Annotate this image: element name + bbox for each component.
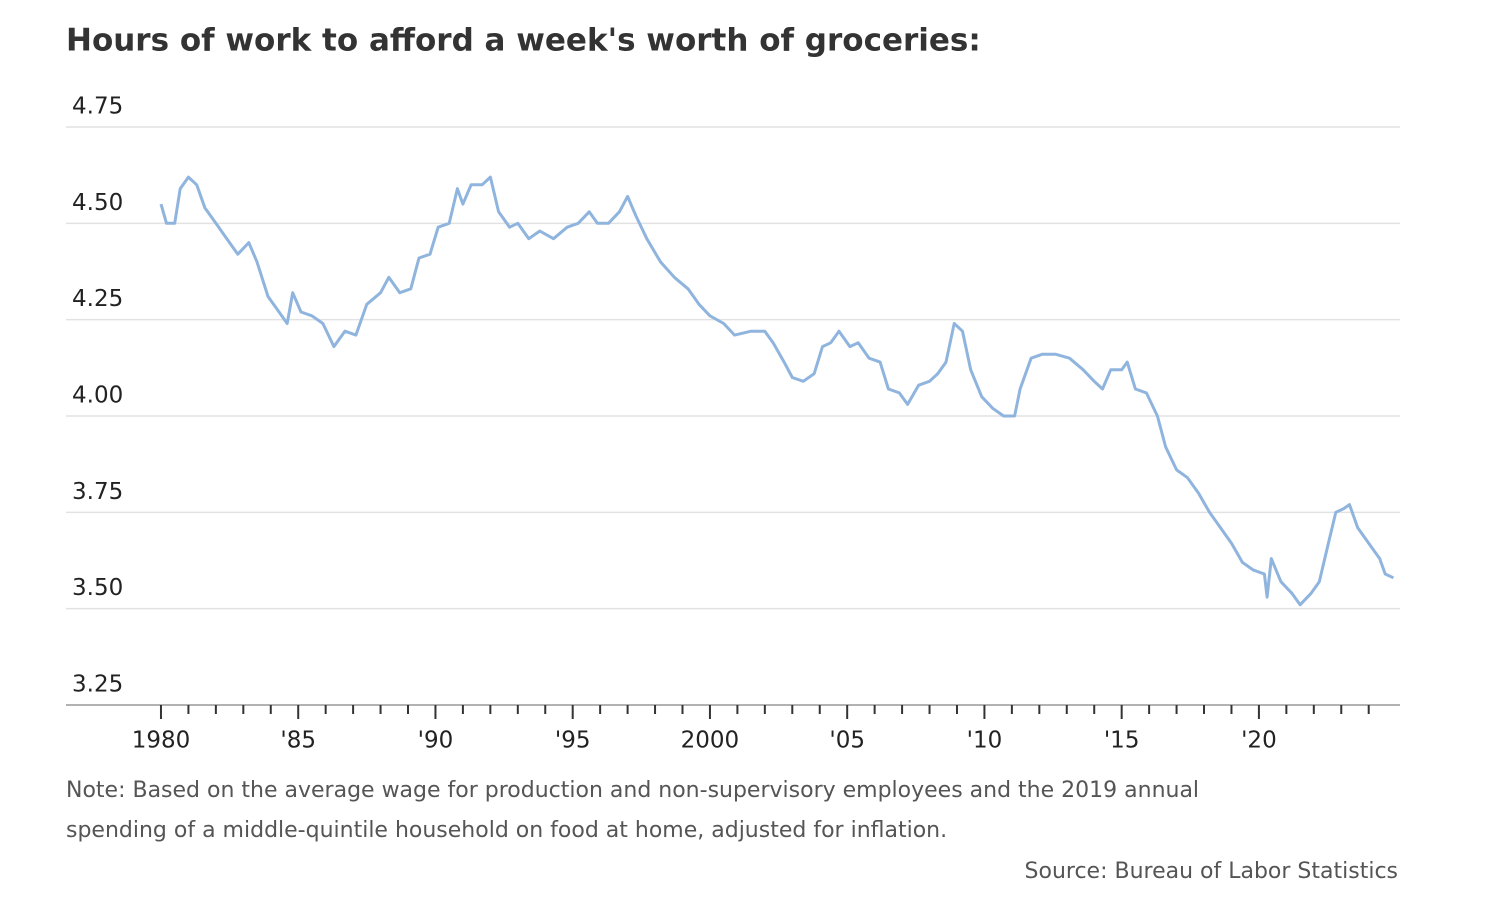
x-tick-label: '95 xyxy=(555,728,591,754)
x-tick-label: '90 xyxy=(418,728,454,754)
chart-title: Hours of work to afford a week's worth o… xyxy=(66,23,981,59)
line xyxy=(159,175,1395,607)
y-tick-label: 4.50 xyxy=(72,190,123,216)
y-tick-label: 3.25 xyxy=(72,672,123,698)
y-tick-label: 3.75 xyxy=(72,479,123,505)
x-tick-label: '10 xyxy=(967,728,1003,754)
y-tick-label: 3.50 xyxy=(72,575,123,601)
x-tick-label: 1980 xyxy=(132,728,191,754)
x-tick-label: 2000 xyxy=(681,728,740,754)
source: Source: Bureau of Labor Statistics xyxy=(1025,859,1398,884)
x-tick-label: '15 xyxy=(1104,728,1140,754)
x-tick-label: '05 xyxy=(829,728,865,754)
x-tick-label: '20 xyxy=(1241,728,1277,754)
note: spending of a middle-quintile household … xyxy=(66,818,947,843)
x-tick-label: '85 xyxy=(280,728,316,754)
y-tick-label: 4.75 xyxy=(72,94,123,120)
y-tick-label: 4.25 xyxy=(72,286,123,312)
y-tick-label: 4.00 xyxy=(72,383,123,409)
note: Note: Based on the average wage for prod… xyxy=(66,778,1199,803)
